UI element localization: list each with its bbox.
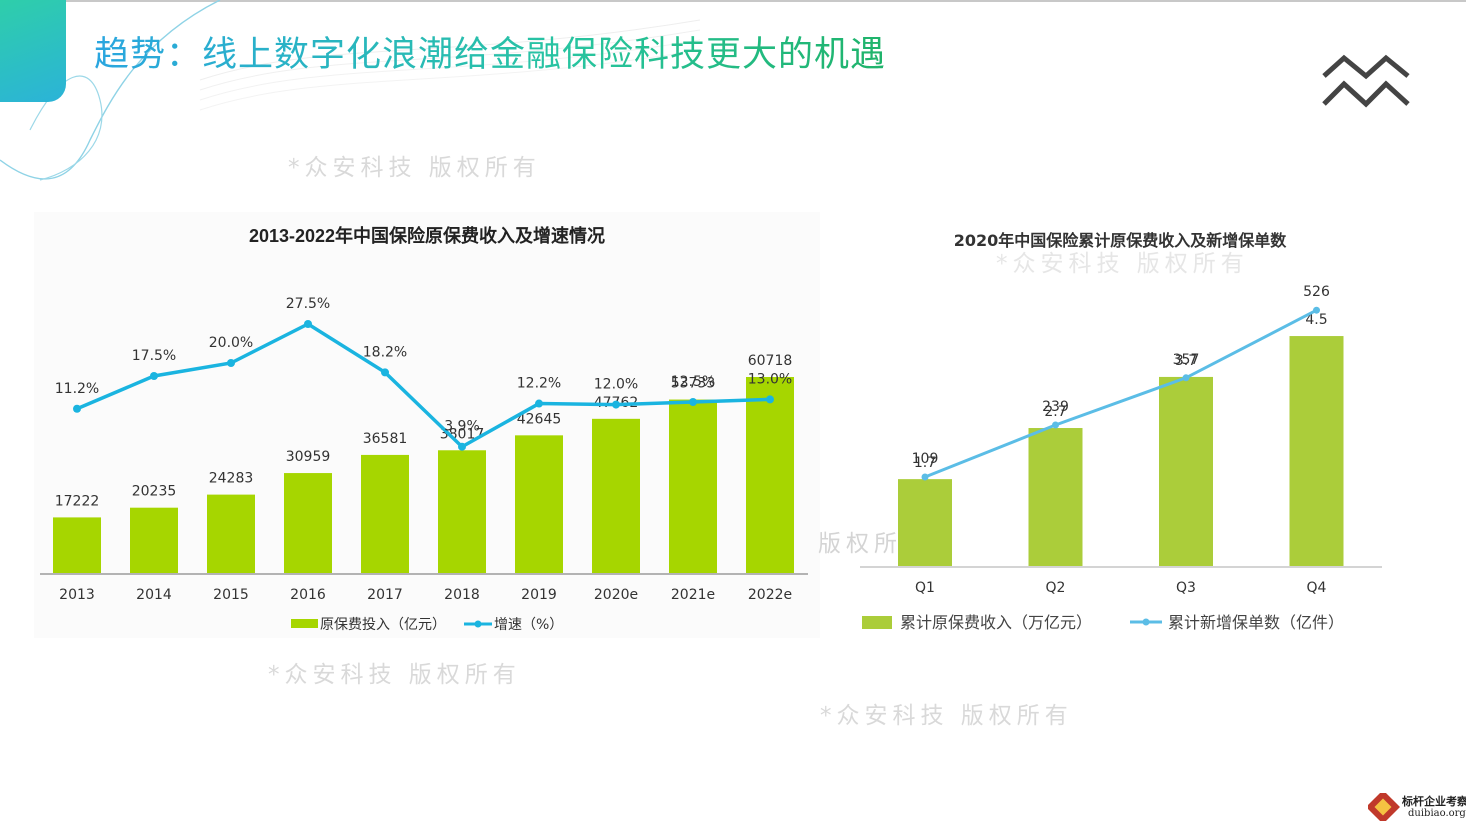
- left-bar-label-2017: 36581: [363, 431, 408, 447]
- right-policy-point-Q2: [1052, 421, 1059, 429]
- right-policy-point-Q3: [1182, 374, 1190, 382]
- left-bar-2021e: [669, 399, 717, 573]
- left-growth-label-2015: 20.0%: [209, 335, 253, 351]
- left-bar-label-2013: 17222: [55, 493, 100, 509]
- left-growth-label-2021e: 12.5%: [671, 374, 715, 390]
- legend-right-bar: 累计原保费收入（万亿元）: [900, 613, 1092, 632]
- right-bar-Q1: [898, 479, 952, 566]
- left-growth-point-2020e: [612, 400, 620, 409]
- right-x-label-Q2: Q2: [1046, 580, 1066, 596]
- right-policy-label-Q2: 239: [1042, 399, 1069, 415]
- logo-zigzag-icon: [1322, 54, 1410, 108]
- left-x-label-2021e: 2021e: [671, 587, 715, 603]
- right-policy-point-Q1: [921, 473, 929, 481]
- left-growth-label-2019: 12.2%: [517, 376, 561, 392]
- left-growth-point-2013: [73, 404, 81, 413]
- left-legend: 原保费投入（亿元） 增速（%）: [291, 617, 563, 633]
- right-x-label-Q1: Q1: [915, 580, 935, 596]
- left-bar-2018: [438, 450, 486, 573]
- watermark-partial: 版权所: [818, 531, 902, 557]
- left-growth-label-2018: 3.9%: [444, 419, 480, 435]
- left-x-label-2022e: 2022e: [748, 587, 792, 603]
- left-bar-2022e: [746, 377, 794, 573]
- right-bar-Q2: [1028, 428, 1083, 566]
- left-bar-2014: [130, 507, 178, 573]
- right-x-label-Q4: Q4: [1307, 580, 1327, 596]
- left-bar-2013: [53, 517, 101, 573]
- watermark-3: *众安科技 版权所有: [820, 703, 1073, 729]
- left-growth-point-2015: [227, 359, 235, 367]
- left-bar-2017: [361, 454, 409, 573]
- left-growth-point-2021e: [689, 398, 697, 406]
- brand-logo-icon: [1368, 793, 1400, 821]
- left-growth-label-2013: 11.2%: [55, 381, 99, 397]
- legend-right-bar-swatch: [862, 616, 892, 629]
- right-x-label-Q3: Q3: [1176, 580, 1196, 596]
- left-bar-label-2021e: 53733: [671, 376, 716, 392]
- left-growth-label-2014: 17.5%: [132, 348, 176, 364]
- left-bar-label-2015: 24283: [209, 471, 254, 487]
- left-chart-title: 2013-2022年中国保险原保费收入及增速情况: [249, 225, 605, 246]
- left-growth-point-2022e: [766, 395, 774, 404]
- left-growth-label-2016: 27.5%: [286, 296, 330, 312]
- left-bar-label-2016: 30959: [286, 449, 331, 465]
- legend-right-line: 累计新增保单数（亿件）: [1168, 613, 1344, 632]
- legend-line-marker: [474, 620, 482, 628]
- left-bar-2015: [207, 494, 255, 573]
- left-x-label-2016: 2016: [290, 587, 326, 603]
- right-bar-label-Q3: 3.7: [1175, 353, 1197, 369]
- top-rule: [0, 0, 1466, 2]
- right-bar-label-Q2: 2.7: [1044, 404, 1066, 420]
- right-policy-point-Q4: [1313, 306, 1320, 314]
- right-policy-label-Q1: 109: [912, 451, 939, 467]
- legend-right-line-marker: [1142, 618, 1150, 626]
- watermark-1: *众安科技 版权所有: [288, 155, 541, 181]
- page-title: 趋势：线上数字化浪潮给金融保险科技更大的机遇: [94, 26, 886, 77]
- right-bar-label-Q1: 1.7: [914, 455, 936, 471]
- footer-brand-url: duibiao.org: [1408, 808, 1466, 819]
- left-x-label-2014: 2014: [136, 587, 172, 603]
- right-policy-line: [924, 308, 1318, 479]
- left-growth-point-2016: [304, 320, 312, 328]
- right-policy-label-Q4: 526: [1303, 284, 1330, 300]
- left-bar-2019: [515, 435, 563, 573]
- left-growth-label-2022e: 13.0%: [748, 371, 792, 387]
- left-x-label-2018: 2018: [444, 587, 480, 603]
- footer-brand[interactable]: 标杆企业考察 duibiao.org: [1368, 793, 1466, 821]
- corner-accent: [0, 0, 66, 102]
- left-growth-point-2018: [458, 442, 466, 451]
- left-growth-point-2014: [150, 372, 158, 380]
- watermark-4: *众安科技 版权所有: [996, 251, 1249, 277]
- left-x-label-2019: 2019: [521, 587, 557, 603]
- decorative-curves: [0, 0, 700, 181]
- left-growth-point-2017: [381, 368, 389, 377]
- left-growth-point-2019: [535, 399, 543, 408]
- left-chart: 2013-2022年中国保险原保费收入及增速情况 17222 20235 24283…: [34, 212, 820, 638]
- footer-brand-name: 标杆企业考察: [1402, 795, 1466, 808]
- right-bar-Q4: [1289, 336, 1344, 566]
- left-bar-label-2019: 42645: [517, 411, 562, 427]
- left-growth-label-2017: 18.2%: [363, 344, 407, 360]
- right-legend: 累计原保费收入（万亿元） 累计新增保单数（亿件）: [862, 613, 1344, 632]
- left-bar-label-2022e: 60718: [748, 353, 793, 369]
- left-bar-2016: [284, 473, 332, 573]
- left-growth-line: [76, 321, 771, 449]
- right-chart: 2020年中国保险累计原保费收入及新增保单数 1.7 2.7 3.7 4.5 Q1 Q2…: [860, 231, 1382, 632]
- watermark-2: *众安科技 版权所有: [268, 662, 521, 688]
- left-x-label-2015: 2015: [213, 587, 249, 603]
- right-bar-label-Q4: 4.5: [1305, 312, 1327, 328]
- left-growth-label-2020e: 12.0%: [594, 377, 638, 393]
- left-bar-2020e: [592, 418, 640, 573]
- left-bar-label-2014: 20235: [132, 484, 177, 500]
- left-x-label-2020e: 2020e: [594, 587, 638, 603]
- legend-left-line: 增速（%）: [494, 617, 563, 633]
- legend-bar-swatch: [291, 619, 318, 628]
- left-x-label-2013: 2013: [59, 587, 95, 603]
- right-bar-Q3: [1159, 376, 1213, 566]
- left-x-label-2017: 2017: [367, 587, 403, 603]
- right-policy-label-Q3: 357: [1173, 352, 1200, 368]
- legend-left-bar: 原保费投入（亿元）: [320, 617, 446, 633]
- right-chart-title: 2020年中国保险累计原保费收入及新增保单数: [954, 231, 1288, 250]
